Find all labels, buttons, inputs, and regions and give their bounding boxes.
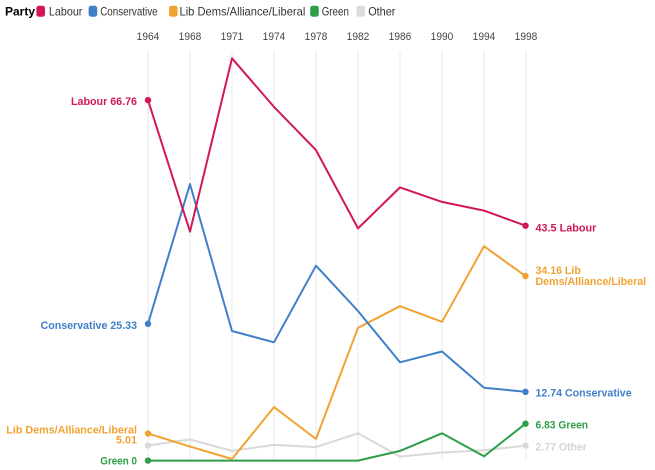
svg-text:Labour: Labour bbox=[49, 5, 83, 19]
svg-text:43.5 Labour: 43.5 Labour bbox=[536, 223, 597, 235]
svg-text:1986: 1986 bbox=[389, 31, 412, 43]
svg-text:Green: Green bbox=[322, 5, 349, 19]
svg-text:Conservative: Conservative bbox=[100, 5, 158, 19]
svg-text:Green 0: Green 0 bbox=[100, 455, 137, 467]
svg-text:Party: Party bbox=[5, 5, 35, 19]
svg-text:1968: 1968 bbox=[179, 31, 202, 43]
svg-text:12.74 Conservative: 12.74 Conservative bbox=[536, 387, 632, 399]
svg-text:1971: 1971 bbox=[221, 31, 244, 43]
svg-text:1978: 1978 bbox=[305, 31, 328, 43]
svg-text:Other: Other bbox=[368, 5, 395, 19]
svg-text:1990: 1990 bbox=[431, 31, 454, 43]
svg-text:Conservative 25.33: Conservative 25.33 bbox=[41, 320, 138, 332]
svg-text:6.83 Green: 6.83 Green bbox=[536, 420, 589, 432]
svg-text:1998: 1998 bbox=[515, 31, 538, 43]
svg-text:Dems/Alliance/Liberal: Dems/Alliance/Liberal bbox=[536, 276, 647, 288]
svg-text:Lib Dems/Alliance/Liberal: Lib Dems/Alliance/Liberal bbox=[6, 425, 137, 437]
svg-text:1974: 1974 bbox=[263, 31, 286, 43]
svg-text:Labour 66.76: Labour 66.76 bbox=[71, 96, 137, 108]
svg-text:5.01: 5.01 bbox=[116, 434, 137, 446]
svg-text:1994: 1994 bbox=[473, 31, 496, 43]
svg-text:1964: 1964 bbox=[137, 31, 160, 43]
svg-text:34.16 Lib: 34.16 Lib bbox=[536, 265, 582, 277]
svg-text:Lib Dems/Alliance/Liberal: Lib Dems/Alliance/Liberal bbox=[180, 5, 306, 19]
svg-text:2.77 Other: 2.77 Other bbox=[536, 442, 588, 454]
svg-text:1982: 1982 bbox=[347, 31, 370, 43]
